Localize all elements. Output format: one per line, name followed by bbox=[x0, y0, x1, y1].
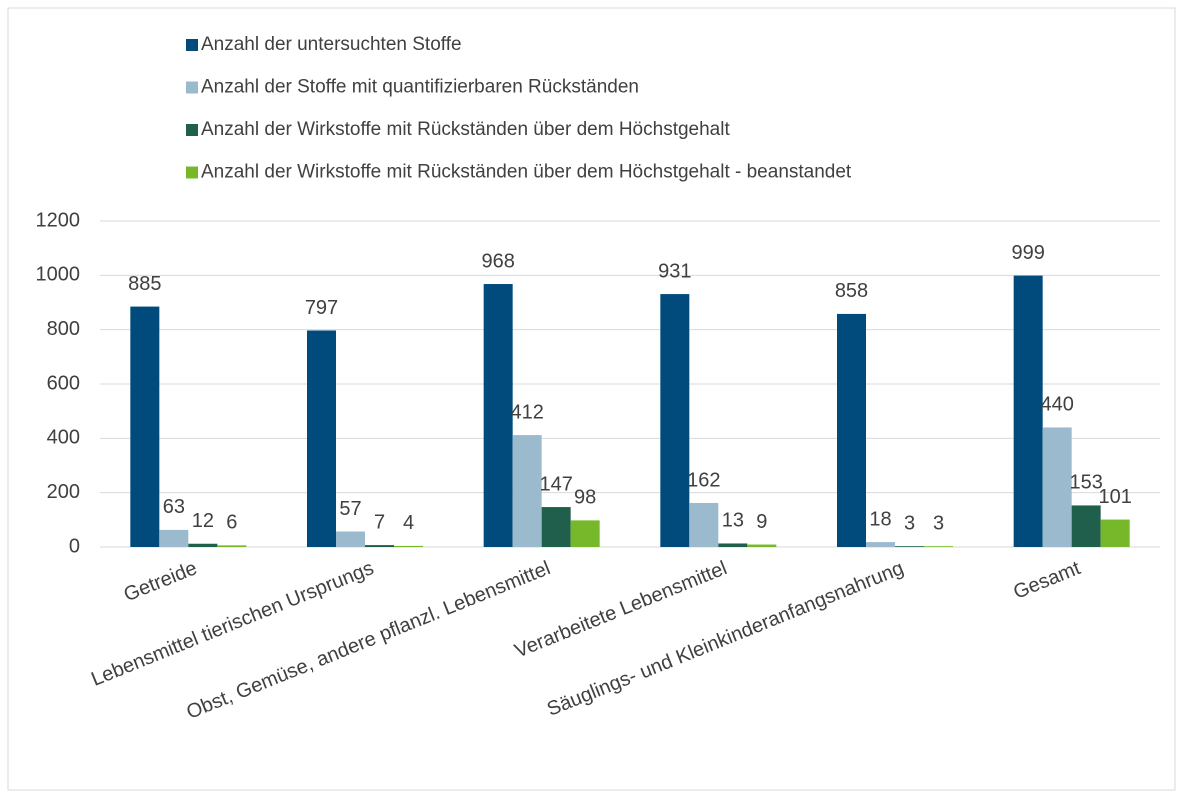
bar bbox=[365, 545, 394, 547]
bar bbox=[1013, 275, 1043, 547]
bar bbox=[130, 306, 160, 547]
legend-label: Anzahl der Stoffe mit quantifizierbaren … bbox=[201, 77, 639, 98]
bar bbox=[1100, 519, 1130, 547]
value-label: 3 bbox=[933, 512, 944, 534]
value-label: 9 bbox=[756, 511, 767, 533]
x-tick-label: Gesamt bbox=[1010, 557, 1084, 604]
value-label: 162 bbox=[687, 469, 720, 491]
value-label: 98 bbox=[574, 487, 596, 509]
bar bbox=[1071, 505, 1101, 547]
bar bbox=[394, 545, 423, 547]
x-tick-label: Obst, Gemüse, andere pflanzl. Lebensmitt… bbox=[183, 557, 553, 724]
legend-swatch bbox=[186, 39, 198, 51]
legend-label: Anzahl der Wirkstoffe mit Rückständen üb… bbox=[201, 162, 852, 183]
bar bbox=[159, 529, 189, 547]
y-tick-label: 0 bbox=[69, 535, 80, 557]
y-tick-label: 600 bbox=[47, 372, 80, 394]
bar bbox=[718, 543, 748, 547]
value-label: 63 bbox=[163, 496, 185, 518]
value-label: 6 bbox=[226, 512, 237, 534]
bar bbox=[689, 502, 719, 547]
bar bbox=[483, 284, 513, 547]
bar bbox=[217, 545, 247, 547]
value-label: 13 bbox=[722, 510, 744, 532]
x-tick-label: Getreide bbox=[121, 557, 200, 606]
value-label: 412 bbox=[510, 401, 543, 423]
value-label: 4 bbox=[403, 512, 414, 534]
value-label: 7 bbox=[374, 511, 385, 533]
value-label: 968 bbox=[481, 250, 514, 272]
bar bbox=[336, 531, 365, 547]
value-label: 999 bbox=[1011, 242, 1044, 264]
y-tick-label: 800 bbox=[47, 318, 80, 340]
x-tick-label: Lebensmittel tierischen Ursprungs bbox=[88, 557, 377, 691]
bar bbox=[512, 435, 542, 547]
value-label: 101 bbox=[1098, 486, 1131, 508]
value-label: 885 bbox=[128, 273, 161, 295]
chart-frame bbox=[7, 7, 1176, 791]
bar bbox=[660, 294, 690, 547]
value-label: 12 bbox=[192, 510, 214, 532]
y-tick-label: 1200 bbox=[36, 209, 81, 231]
legend-swatch bbox=[186, 166, 198, 179]
bar bbox=[747, 544, 777, 547]
value-label: 18 bbox=[869, 508, 891, 530]
legend-label: Anzahl der untersuchten Stoffe bbox=[201, 34, 462, 55]
x-tick-label: Säuglings- und Kleinkinderanfangsnahrung bbox=[544, 557, 907, 721]
bar bbox=[188, 543, 218, 547]
value-label: 147 bbox=[539, 473, 572, 495]
y-tick-label: 400 bbox=[47, 427, 80, 449]
value-label: 440 bbox=[1040, 394, 1073, 416]
value-label: 858 bbox=[835, 280, 868, 302]
bar bbox=[307, 330, 336, 547]
value-label: 931 bbox=[658, 260, 691, 282]
bar bbox=[895, 546, 924, 547]
bar bbox=[866, 542, 895, 547]
bar bbox=[541, 507, 571, 547]
y-tick-label: 200 bbox=[47, 481, 80, 503]
bar bbox=[837, 313, 866, 547]
bar bbox=[570, 520, 600, 547]
legend-swatch bbox=[186, 81, 198, 94]
bar bbox=[1042, 427, 1072, 547]
legend-swatch bbox=[186, 124, 198, 136]
y-tick-label: 1000 bbox=[36, 264, 81, 286]
bar bbox=[924, 546, 953, 547]
value-label: 153 bbox=[1069, 472, 1102, 494]
value-label: 57 bbox=[339, 498, 361, 520]
value-label: 3 bbox=[904, 512, 915, 534]
value-label: 797 bbox=[305, 297, 338, 319]
legend-label: Anzahl der Wirkstoffe mit Rückständen üb… bbox=[201, 119, 730, 140]
